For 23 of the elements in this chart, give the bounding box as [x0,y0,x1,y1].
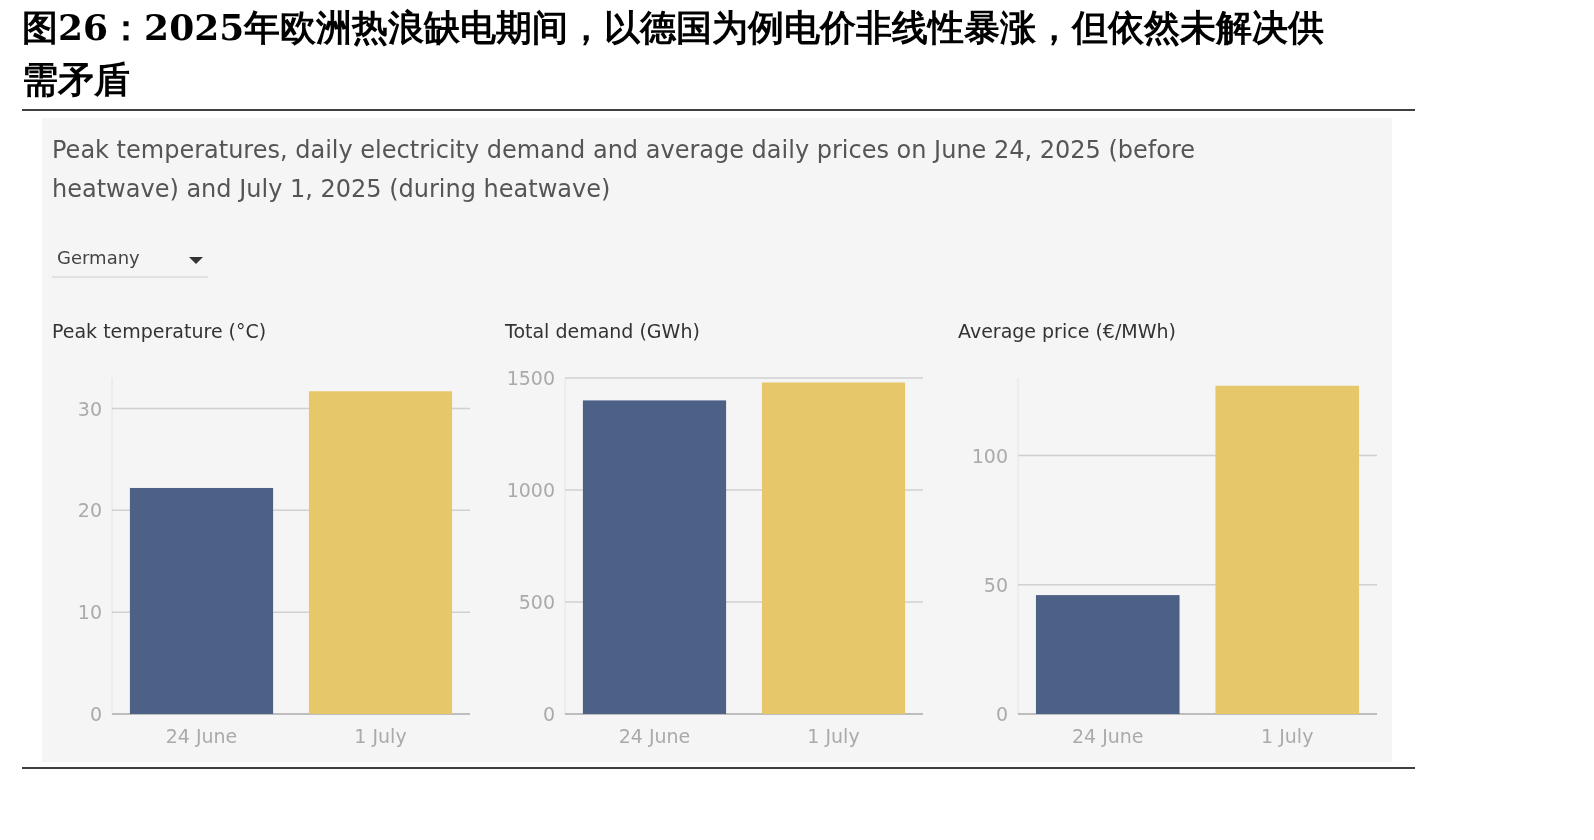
y-tick-label: 1000 [506,479,555,501]
chart-title: Peak temperature (°C) [52,320,267,342]
x-tick-label: 24 June [165,725,238,747]
x-tick-label: 1 July [807,725,860,747]
x-tick-label: 1 July [354,725,407,747]
y-tick-label: 1500 [506,367,555,389]
y-tick-label: 50 [983,573,1008,596]
text: 图26：2025年欧洲热浪缺电期间，以德国为例电价非线性暴涨，但依然未解决供需矛盾 [22,6,1325,100]
y-tick-label: 10 [77,601,102,624]
chart-title: Average price (€/MWh) [958,320,1176,342]
x-tick-label: 24 June [618,725,691,747]
y-tick-label: 30 [77,397,102,420]
x-tick-label: 1 July [1261,725,1314,747]
y-tick-label: 0 [542,703,555,725]
y-tick-label: 20 [77,499,102,522]
text: Peak temperatures, daily electricity demand and average daily prices on June 24, 2025 (before heatwave) and July 1, 2025 (during heatwave) [52,136,1196,203]
y-tick-label: 100 [971,444,1008,467]
x-tick-label: 24 June [1071,725,1144,747]
y-tick-label: 0 [995,703,1008,725]
y-tick-label: 0 [89,703,102,725]
y-tick-label: 500 [518,591,555,613]
text: Germany [57,247,141,268]
chart-title: Total demand (GWh) [504,320,700,342]
